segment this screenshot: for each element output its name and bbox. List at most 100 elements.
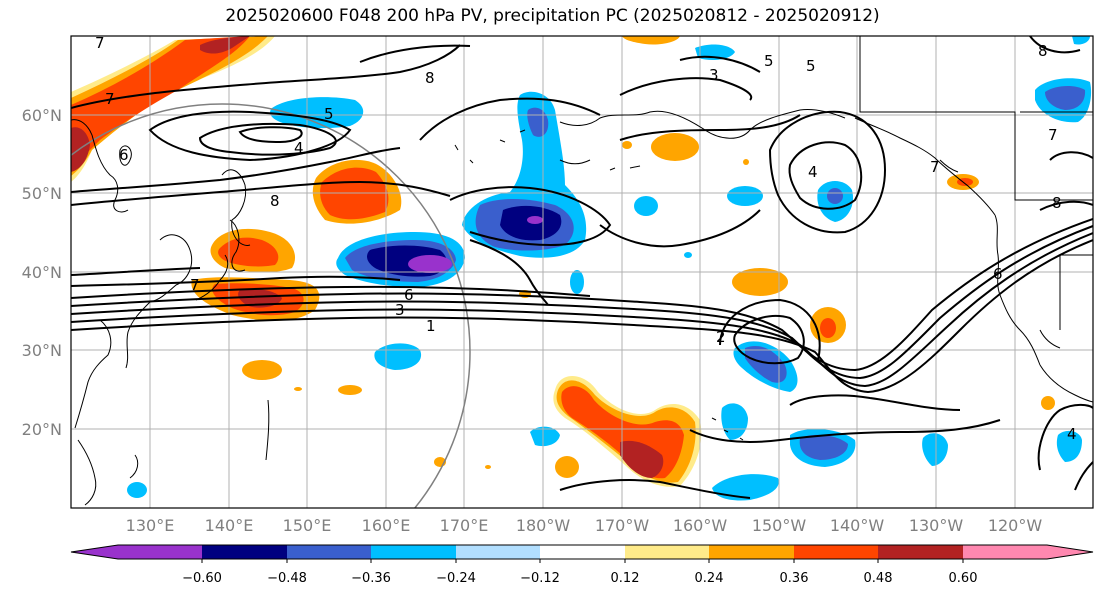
pv-label: 7 (1048, 126, 1058, 144)
pv-label: 8 (425, 69, 435, 87)
colorbar-high-extension (963, 545, 1093, 559)
pv-label: 7 (930, 158, 940, 176)
range-ring (71, 103, 471, 508)
precip-positive-region (238, 288, 282, 308)
pv-label: 3 (709, 66, 719, 84)
colorbar-tick-label: 0.36 (780, 571, 809, 586)
precip-negative-region (570, 270, 584, 294)
precip-negative-region (827, 188, 843, 204)
precip-positive-region (200, 36, 250, 54)
precip-negative-region (270, 97, 364, 129)
precip-negative-region (1056, 430, 1082, 462)
colorbar-tick-label: 0.24 (695, 571, 724, 586)
precip-negative-region (721, 403, 748, 440)
pv-label: 8 (270, 192, 280, 210)
lon-label: 170°E (440, 516, 489, 535)
colorbar-segment (625, 545, 709, 559)
precip-positive-region (732, 268, 788, 296)
lat-label-40n: 40°N (22, 263, 62, 282)
colorbar-segment (540, 545, 625, 559)
colorbar-tick-label: 0.48 (864, 571, 893, 586)
lon-label: 150°W (752, 516, 807, 535)
precip-negative-region (408, 255, 452, 273)
precip-negative-region (799, 434, 848, 460)
precip-positive-region (71, 127, 90, 172)
precip-negative-region (727, 186, 763, 206)
lat-label-60n: 60°N (22, 106, 62, 125)
precip-positive-region (620, 440, 664, 478)
precip-positive-region (218, 237, 279, 267)
precip-positive-region (743, 159, 749, 165)
colorbar-tick-label: −0.48 (267, 571, 307, 586)
precip-negative-region (712, 474, 779, 501)
lon-label: 150°E (283, 516, 332, 535)
pv-label: 5 (806, 57, 816, 75)
graticule (71, 36, 1093, 508)
pv-label: 4 (1067, 425, 1077, 443)
pv-label: 3 (395, 301, 405, 319)
precip-positive-region (1041, 396, 1055, 410)
precip-shading (71, 36, 1092, 501)
pv-label: 6 (993, 265, 1003, 283)
colorbar-tick-label: 0.60 (949, 571, 978, 586)
precip-positive-region (294, 387, 302, 391)
lon-label: 120°W (988, 516, 1043, 535)
precip-negative-region (1045, 86, 1086, 110)
colorbar-segment (456, 545, 540, 559)
latitude-labels: 60°N 50°N 40°N 30°N 20°N (22, 106, 62, 439)
precip-positive-region (71, 36, 250, 168)
precip-positive-region (622, 36, 680, 45)
lon-label: 160°E (362, 516, 411, 535)
precip-positive-region (485, 465, 491, 469)
pv-label: 7 (105, 90, 115, 108)
colorbar: −0.60 −0.48 −0.36 −0.24 −0.12 0.12 0.24 … (70, 544, 1094, 586)
precip-positive-region (555, 456, 579, 478)
lon-label: 170°W (595, 516, 650, 535)
pv-label: 6 (119, 146, 129, 164)
pv-contours (71, 36, 1093, 499)
precip-positive-region (338, 385, 362, 395)
pv-label: 6 (404, 286, 414, 304)
precip-negative-region (530, 426, 560, 447)
precip-negative-region (127, 482, 147, 498)
colorbar-low-extension (71, 545, 118, 559)
precip-negative-region (922, 433, 948, 466)
lon-label: 130°W (909, 516, 964, 535)
pv-label: 4 (294, 139, 304, 157)
map-panel: 7 7 8 5 4 5 3 4 5 8 6 8 6 3 1 2 7 4 6 8 (70, 34, 1094, 509)
lon-label: 140°E (205, 516, 254, 535)
precip-positive-region (820, 318, 836, 338)
colorbar-segment (202, 545, 287, 559)
pv-label: 1 (426, 317, 436, 335)
precip-negative-region (634, 196, 658, 216)
precip-negative-region (684, 252, 692, 258)
precip-negative-region (745, 345, 787, 383)
colorbar-tick-label: −0.12 (520, 571, 560, 586)
pv-label: 8 (1052, 194, 1062, 212)
pv-label: 5 (324, 105, 334, 123)
colorbar-segment (287, 545, 371, 559)
coastlines (71, 36, 1093, 506)
pv-label: 4 (808, 163, 818, 181)
pv-label: 7 (190, 276, 200, 294)
precip-positive-region (651, 133, 699, 161)
longitude-labels: 130°E 140°E 150°E 160°E 170°E 180°W 170°… (126, 516, 1043, 535)
pv-label: 7 (95, 34, 105, 52)
pv-label: 5 (764, 52, 774, 70)
colorbar-tick-label: 0.12 (611, 571, 640, 586)
colorbar-tick-label: −0.60 (182, 571, 222, 586)
lat-label-50n: 50°N (22, 184, 62, 203)
lon-label: 130°E (126, 516, 175, 535)
lon-label: 140°W (830, 516, 885, 535)
precip-negative-region (1072, 36, 1090, 45)
lon-label: 180°W (516, 516, 571, 535)
lat-label-20n: 20°N (22, 420, 62, 439)
colorbar-tick-label: −0.24 (436, 571, 476, 586)
precip-positive-region (242, 360, 282, 380)
lon-label: 160°W (673, 516, 728, 535)
colorbar-segment (709, 545, 794, 559)
precip-positive-region (71, 36, 275, 182)
pv-label: 8 (1038, 42, 1048, 60)
colorbar-segment (878, 545, 963, 559)
